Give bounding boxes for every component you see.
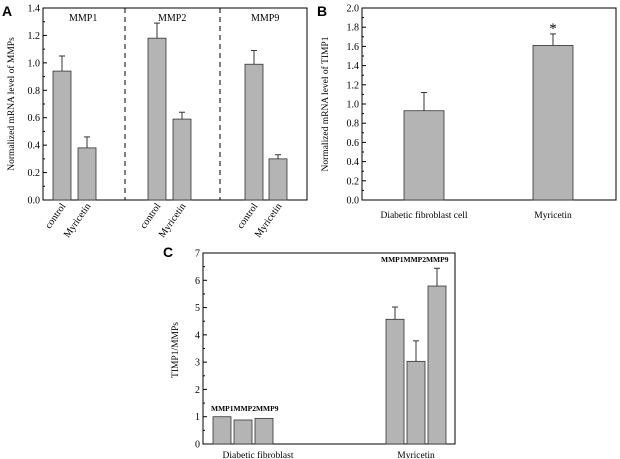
panel-a-letter: A	[2, 3, 12, 19]
panel-c-ylabel: TIMP1/MMPs	[171, 322, 181, 378]
panel-b-bar	[532, 45, 574, 201]
panel-c-category-1: Diabetic fibroblast	[223, 450, 294, 459]
panel-c-diabetic-fibroblast-bar	[254, 417, 274, 445]
panel-a-mmp9-bar	[244, 63, 264, 201]
panel-c-diabetic-fibroblast-bar	[212, 416, 232, 445]
panel-a-y-tick-label: 0.2	[28, 168, 41, 179]
panel-c-myricetin-bar	[385, 318, 405, 445]
panel-b-ylabel: Normalized mRNA level of TIMP1	[320, 36, 331, 171]
panel-b-y-tick-label: 0.6	[347, 138, 360, 149]
panel-a-y-tick-label: 1.4	[28, 4, 41, 15]
panel-b: B Normalized mRNA level of TIMP1 0.0 0.2 0…	[317, 3, 617, 221]
panel-b-letter: B	[317, 3, 327, 19]
panel-a-mmp1-bar	[77, 147, 97, 201]
panel-c-y-tick-label: 3	[195, 358, 200, 369]
panel-c-category-2: Myricetin	[397, 451, 435, 459]
panel-b-y-tick-label: 1.2	[347, 80, 360, 91]
panel-a-group-label-3: MMP9	[251, 13, 279, 24]
panel-a-mmp1-bar	[52, 70, 72, 201]
panel-a-ylabel: Normalized mRNA level of MMPs	[6, 37, 17, 171]
panel-b-frame	[361, 7, 617, 201]
panel-b-significance-star: *	[549, 21, 557, 37]
panel-b-y-tick-label: 0.2	[347, 176, 360, 187]
panel-a-y-tick-label: 0.4	[28, 141, 41, 152]
panel-b-category-label: Myricetin	[534, 211, 572, 221]
panel-a-mmp2-bar	[172, 118, 192, 201]
panel-a-y-tick-label: 0.8	[28, 86, 41, 97]
panel-c-y-tick-label: 0	[195, 440, 200, 451]
panel-a-y-tick-label: 1.0	[28, 58, 41, 69]
panel-c-y-tick-label: 7	[195, 249, 200, 260]
panel-b-y-tick-label: 1.8	[347, 23, 360, 34]
panel-b-y-tick-label: 1.4	[347, 61, 360, 72]
panel-c-diabetic-fibroblast-bar	[233, 419, 253, 445]
panel-b-y-tick-label: 0.8	[347, 119, 360, 130]
panel-a-y-tick-label: 0.0	[28, 196, 41, 207]
panel-a-y-tick-label: 0.6	[28, 113, 41, 124]
panel-b-y-tick-label: 0.0	[347, 196, 360, 207]
panel-a-mmp9-bar	[268, 158, 288, 201]
panel-c-bar-labels-2: MMP1MMP2MMP9	[381, 255, 449, 264]
panel-b-category-label: Diabetic fibroblast cell	[380, 210, 467, 221]
panel-a-mmp1-category-label: control	[43, 201, 68, 231]
panel-c-y-tick-label: 5	[195, 303, 200, 314]
panel-c-y-tick-label: 6	[195, 276, 200, 287]
panel-b-y-tick-label: 1.0	[347, 100, 360, 111]
panel-c-myricetin-bar	[406, 360, 426, 445]
panel-c: C TIMP1/MMPs 0 1 2 3 4 5 6 7 MMP1MMP2MMP9 MMP1M…	[163, 244, 456, 459]
panel-b-bar	[403, 110, 445, 201]
panel-c-bar-labels-1: MMP1MMP2MMP9	[211, 404, 279, 413]
panel-a-group-label-1: MMP1	[69, 13, 97, 24]
panel-a: A Normalized mRNA level of MMPs 0.0 0.2 0.…	[2, 3, 308, 240]
panel-a-group-label-2: MMP2	[158, 13, 186, 24]
panel-c-y-tick-label: 1	[195, 412, 200, 423]
panel-b-y-tick-label: 2.0	[347, 4, 360, 15]
panel-b-y-tick-label: 1.6	[347, 42, 360, 53]
panel-a-mmp2-bar	[147, 37, 167, 201]
panel-c-letter: C	[163, 244, 173, 260]
panel-a-y-tick-label: 1.2	[28, 31, 41, 42]
panel-b-y-tick-label: 0.4	[347, 157, 360, 168]
panel-a-mmp2-category-label: control	[138, 201, 163, 231]
panel-c-y-tick-label: 4	[195, 330, 200, 341]
panel-c-y-tick-label: 2	[195, 385, 200, 396]
panel-c-myricetin-bar	[427, 285, 447, 445]
